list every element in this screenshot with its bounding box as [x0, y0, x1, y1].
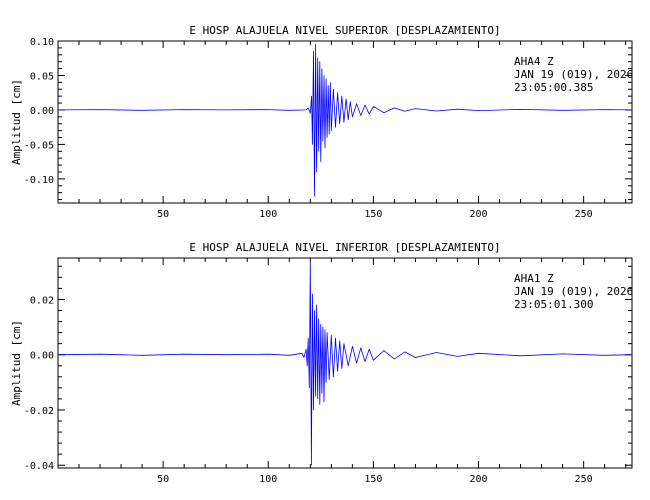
- bottom-x-tick-label: 200: [469, 474, 487, 485]
- bottom-y-tick-label: 0.02: [30, 295, 54, 306]
- top-x-tick-label: 150: [364, 209, 382, 220]
- bottom-x-tick-label: 100: [259, 474, 277, 485]
- top-station-label: AHA4 Z: [514, 55, 554, 68]
- top-time-label: 23:05:00.385: [514, 81, 593, 94]
- top-waveform-line: [57, 44, 633, 197]
- bottom-x-tick-label: 150: [364, 474, 382, 485]
- bottom-panel-title: E HOSP ALAJUELA NIVEL INFERIOR [DESPLAZA…: [189, 241, 500, 254]
- bottom-y-tick-label: -0.02: [24, 406, 54, 417]
- top-x-tick-label: 200: [469, 209, 487, 220]
- bottom-waveform-line: [57, 260, 633, 466]
- bottom-station-label: AHA1 Z: [514, 272, 554, 285]
- top-plot-frame: [57, 40, 633, 204]
- top-y-tick-label: 0.00: [30, 106, 54, 117]
- top-y-tick-label: -0.10: [24, 175, 54, 186]
- bottom-x-tick-label: 250: [575, 474, 593, 485]
- bottom-y-tick-label: 0.00: [30, 351, 54, 362]
- top-y-tick-label: 0.10: [30, 37, 54, 48]
- bottom-y-tick-label: -0.04: [24, 461, 54, 472]
- top-y-tick-label: -0.05: [24, 140, 54, 151]
- bottom-x-tick-label: 50: [157, 474, 169, 485]
- top-panel-ylabel: Amplitud [cm]: [10, 79, 23, 165]
- top-x-tick-label: 100: [259, 209, 277, 220]
- top-y-tick-label: 0.05: [30, 71, 54, 82]
- bottom-panel-ylabel: Amplitud [cm]: [10, 320, 23, 406]
- top-date-label: JAN 19 (019), 2026: [514, 68, 633, 81]
- bottom-date-label: JAN 19 (019), 2026: [514, 285, 633, 298]
- top-x-tick-label: 250: [575, 209, 593, 220]
- top-panel-title: E HOSP ALAJUELA NIVEL SUPERIOR [DESPLAZA…: [189, 24, 500, 37]
- bottom-time-label: 23:05:01.300: [514, 298, 593, 311]
- bottom-plot-frame: [57, 257, 633, 469]
- top-x-tick-label: 50: [157, 209, 169, 220]
